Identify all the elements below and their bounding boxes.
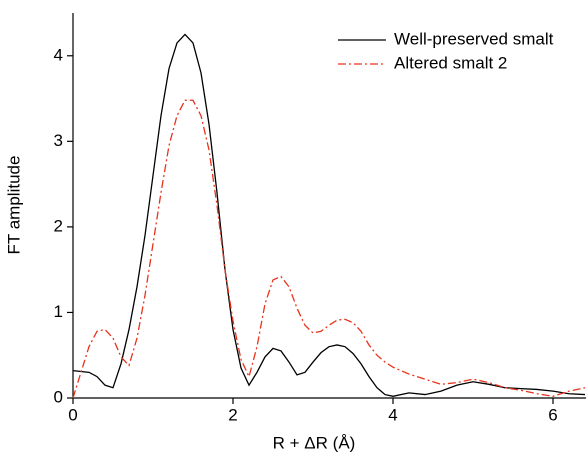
x-tick-label: 0 <box>68 405 77 424</box>
series-line <box>72 33 586 397</box>
y-tick-label: 1 <box>54 302 63 321</box>
x-tick-label: 4 <box>388 405 397 424</box>
x-axis-label: R + ΔR (Å) <box>273 433 356 452</box>
series-line <box>72 99 586 399</box>
x-tick-label: 6 <box>548 405 557 424</box>
legend-label: Altered smalt 2 <box>394 53 507 72</box>
y-axis-label: FT amplitude <box>4 156 23 255</box>
y-tick-label: 0 <box>54 387 63 406</box>
y-tick-label: 4 <box>54 45 63 64</box>
y-tick-label: 2 <box>54 216 63 235</box>
legend-label: Well-preserved smalt <box>394 29 554 48</box>
y-tick-label: 3 <box>54 131 63 150</box>
x-tick-label: 2 <box>228 405 237 424</box>
